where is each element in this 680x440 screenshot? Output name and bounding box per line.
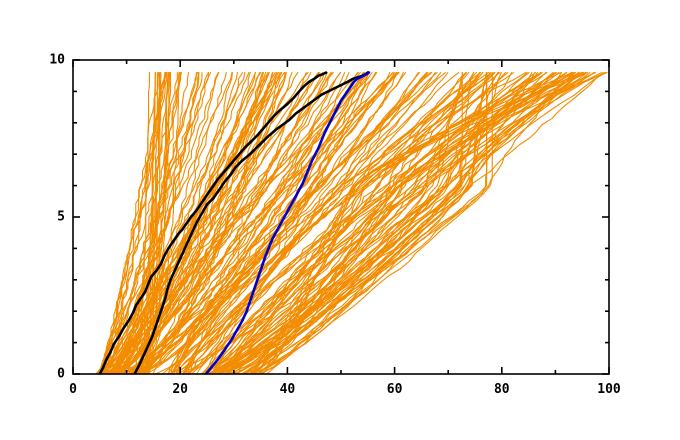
background-model-curves [95,72,608,374]
x-tick-label: 0 [69,382,77,397]
series-highlight-model-1 [98,71,328,374]
y-tick-label: 0 [57,366,65,382]
y-tick-label: 5 [57,209,65,225]
x-tick-label: 40 [279,382,296,397]
x-tick-label: 80 [493,382,510,397]
axis-ticks [72,59,610,375]
series-target-model-blue [204,71,371,374]
x-tick-label: 100 [597,382,621,397]
series-highlight-model-2 [133,71,370,374]
y-tick-label: 10 [49,52,65,68]
x-tick-label: 20 [172,382,189,397]
x-tick-label: 60 [386,382,403,397]
highlight-model-curves [98,71,371,374]
